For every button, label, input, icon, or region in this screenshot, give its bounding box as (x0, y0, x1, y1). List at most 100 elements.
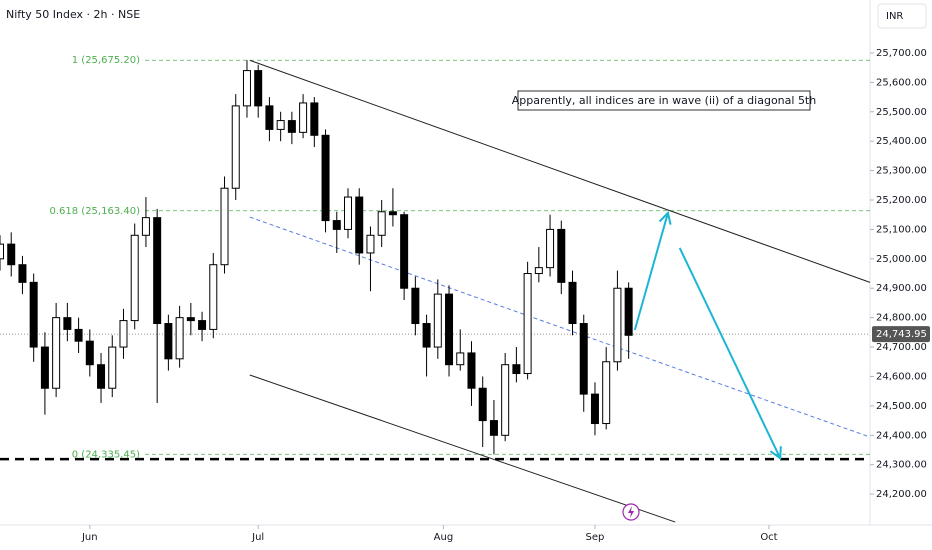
price-tag-label: 24,743.95 (876, 329, 927, 340)
x-tick-label: Jun (81, 532, 98, 543)
candle-body (546, 228, 555, 269)
fib-label: 0 (24,335.45) (72, 449, 140, 460)
candle-body (355, 196, 364, 254)
chart-title: Nifty 50 Index · 2h · NSE (6, 8, 140, 21)
candle-body (568, 281, 577, 325)
x-tick-label: Sep (586, 532, 605, 543)
candle-body (287, 120, 296, 133)
candle-body (164, 323, 173, 360)
fib-label: 1 (25,675.20) (72, 55, 140, 66)
candle-body (198, 320, 207, 330)
candle-body (74, 328, 83, 342)
y-tick-label: 24,600.00 (876, 371, 927, 382)
candle-body (265, 105, 274, 130)
trend-line (249, 374, 676, 523)
currency-button[interactable] (877, 3, 927, 29)
candle-body (231, 105, 240, 189)
currency-label[interactable]: INR (886, 11, 903, 22)
y-tick-label: 24,500.00 (876, 401, 927, 412)
candle-body (299, 102, 308, 133)
candle-body (433, 293, 442, 348)
candle-body (624, 287, 633, 336)
candle-body (445, 293, 454, 366)
candle-body (141, 217, 150, 236)
candle-body (557, 228, 566, 283)
candle-body (501, 364, 510, 436)
candle-body (220, 187, 229, 266)
y-tick-label: 25,000.00 (876, 254, 927, 265)
candle-body (7, 243, 16, 266)
x-tick-label: Aug (434, 532, 454, 543)
y-tick-label: 25,400.00 (876, 136, 927, 147)
candle-body (209, 264, 218, 330)
y-tick-label: 24,200.00 (876, 489, 927, 500)
candle-body (175, 317, 184, 360)
candle-body (489, 420, 498, 436)
candle-body (523, 273, 532, 375)
candle-body (467, 352, 476, 389)
candle-body (40, 346, 49, 389)
candle-body (534, 267, 543, 275)
candle-body (590, 393, 599, 425)
candle-body (119, 320, 128, 348)
price-tag (872, 326, 930, 343)
candle-body (186, 317, 195, 322)
trend-line (249, 216, 871, 438)
candle-body (108, 346, 117, 389)
event-icon-bolt (628, 506, 634, 518)
trend-line (249, 59, 871, 283)
arrow (633, 212, 669, 331)
y-tick-label: 24,800.00 (876, 313, 927, 324)
candle-body (85, 340, 94, 366)
arrow-head (769, 446, 782, 461)
candle-body (400, 214, 409, 289)
candle-body (478, 387, 487, 422)
x-tick-label: Jul (251, 532, 264, 543)
candle-body (254, 70, 263, 107)
y-tick-label: 24,900.00 (876, 283, 927, 294)
y-tick-label: 24,300.00 (876, 460, 927, 471)
candle-body (579, 323, 588, 395)
y-tick-label: 24,400.00 (876, 430, 927, 441)
y-tick-label: 25,700.00 (876, 48, 927, 59)
candle-body (344, 196, 352, 230)
candle-body (310, 102, 319, 136)
candle-body (332, 220, 341, 230)
candle-body (613, 287, 622, 363)
candle-body (153, 217, 162, 325)
annotation-box (517, 90, 811, 111)
arrow (678, 247, 782, 459)
candle-body (321, 134, 330, 222)
candle-body (366, 234, 375, 254)
candle-body (422, 323, 431, 348)
candle-body (130, 234, 139, 322)
candle-body (52, 317, 61, 389)
y-tick-label: 25,300.00 (876, 166, 927, 177)
candle-body (512, 364, 521, 375)
plot-area: 1 (25,675.20) 0.618 (25,163.40) 0 (24,335.… (0, 55, 871, 523)
candle-body (63, 317, 72, 330)
annotation: Apparently, all indices are in wave (ii)… (512, 94, 816, 107)
candle-body (602, 361, 611, 425)
candle-body (97, 364, 106, 389)
candle-body (388, 211, 397, 216)
y-tick-label: 24,700.00 (876, 342, 927, 353)
fib-label: 0.618 (25,163.40) (49, 206, 140, 217)
candle-body (276, 120, 285, 130)
candle-body (29, 281, 38, 348)
y-tick-label: 25,200.00 (876, 195, 927, 206)
y-tick-label: 25,100.00 (876, 224, 927, 235)
candle-body (456, 352, 465, 366)
candle-body (411, 287, 420, 325)
x-tick-label: Oct (760, 532, 777, 543)
y-tick-label: 25,600.00 (876, 77, 927, 88)
candle-body (18, 264, 27, 283)
candle-body (242, 70, 251, 107)
y-tick-label: 25,500.00 (876, 107, 927, 118)
candle-body (377, 211, 386, 236)
arrow-head (658, 210, 672, 225)
candle-body (0, 243, 4, 260)
